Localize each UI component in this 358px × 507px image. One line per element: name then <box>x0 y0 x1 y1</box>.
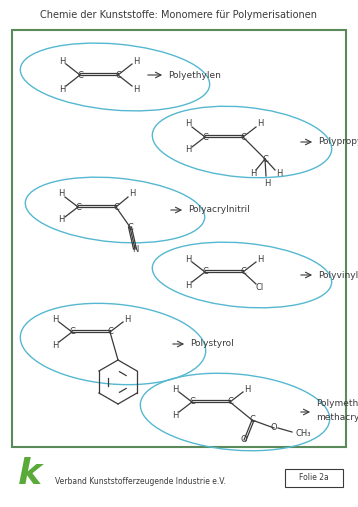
Text: C: C <box>69 328 75 337</box>
Text: H: H <box>133 56 139 65</box>
Text: H: H <box>185 146 191 155</box>
Text: H: H <box>185 280 191 289</box>
Text: H: H <box>244 384 250 393</box>
Text: H: H <box>250 168 256 177</box>
Text: H: H <box>257 255 263 264</box>
Text: H: H <box>52 341 58 349</box>
Text: H: H <box>59 85 65 93</box>
Text: C: C <box>240 132 246 141</box>
Text: C: C <box>249 416 255 424</box>
Text: H: H <box>58 215 64 225</box>
Text: C: C <box>202 268 208 276</box>
Text: C: C <box>127 223 133 232</box>
Text: Polystyrol: Polystyrol <box>190 340 234 348</box>
Text: O: O <box>271 423 277 432</box>
Bar <box>12 30 346 447</box>
Text: H: H <box>133 85 139 93</box>
Text: Polyacrylnitril: Polyacrylnitril <box>188 205 250 214</box>
Text: Verband Kunststofferzeugende Industrie e.V.: Verband Kunststofferzeugende Industrie e… <box>55 478 226 487</box>
Text: N: N <box>132 244 138 254</box>
Text: H: H <box>172 411 178 419</box>
Text: C: C <box>107 328 113 337</box>
Text: C: C <box>202 132 208 141</box>
Text: C: C <box>77 70 83 80</box>
Text: Polypropylen: Polypropylen <box>318 137 358 147</box>
Text: H: H <box>59 56 65 65</box>
Text: Chemie der Kunststoffe: Monomere für Polymerisationen: Chemie der Kunststoffe: Monomere für Pol… <box>40 10 318 20</box>
Text: C: C <box>227 397 233 407</box>
Text: H: H <box>264 179 270 188</box>
Text: C: C <box>189 397 195 407</box>
Text: CH₃: CH₃ <box>296 429 311 439</box>
Text: C: C <box>262 155 268 163</box>
Text: C: C <box>115 70 121 80</box>
Text: k: k <box>18 457 42 491</box>
Text: H: H <box>52 314 58 323</box>
Text: H: H <box>257 120 263 128</box>
Text: Polyvinylchlorid: Polyvinylchlorid <box>318 271 358 279</box>
Text: Polymethyl-: Polymethyl- <box>316 400 358 409</box>
Text: H: H <box>129 190 135 199</box>
Text: Folie 2a: Folie 2a <box>299 474 329 483</box>
Text: H: H <box>124 314 130 323</box>
Text: H: H <box>185 120 191 128</box>
Text: Cl: Cl <box>256 283 264 293</box>
Text: O: O <box>241 436 247 445</box>
Bar <box>285 469 343 487</box>
Text: C: C <box>75 202 81 211</box>
Text: C: C <box>113 202 119 211</box>
Text: C: C <box>240 268 246 276</box>
Text: H: H <box>172 384 178 393</box>
Text: H: H <box>276 168 282 177</box>
Text: Polyethylen: Polyethylen <box>168 70 221 80</box>
Text: H: H <box>58 190 64 199</box>
Text: H: H <box>185 255 191 264</box>
Text: methacrylat: methacrylat <box>316 413 358 421</box>
